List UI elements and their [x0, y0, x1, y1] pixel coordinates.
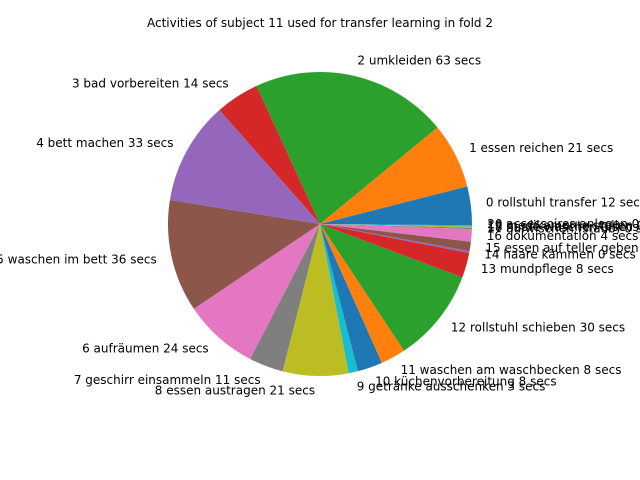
pie-label-16: 16 dokumentation 4 secs: [487, 229, 639, 243]
pie-label-19: 19 medikamente stellen 0 secs: [487, 219, 640, 233]
pie-label-20: 20 accessoires anlegen 0 secs: [487, 217, 640, 231]
pie-label-9: 9 getränke ausschenken 3 secs: [357, 380, 546, 394]
pie-slice-5: [168, 200, 320, 309]
pie-slice-14: [320, 224, 470, 253]
pie-label-15: 15 essen auf teller geben 3 secs: [485, 241, 640, 255]
pie-label-10: 10 küchenvorbereitung 8 secs: [375, 374, 557, 388]
chart-title: Activities of subject 11 used for transf…: [147, 16, 493, 30]
pie-slice-8: [282, 224, 349, 377]
pie-slices: [168, 72, 472, 377]
pie-slice-3: [219, 85, 320, 224]
pie-slice-19: [320, 224, 472, 227]
pie-label-13: 13 mundpflege 8 secs: [481, 262, 614, 276]
pie-slice-18: [320, 224, 472, 228]
pie-slice-13: [320, 224, 470, 278]
pie-label-4: 4 bett machen 33 secs: [36, 136, 173, 150]
pie-label-12: 12 rollstuhl schieben 30 secs: [451, 321, 625, 335]
pie-slice-1: [320, 127, 468, 224]
pie-label-0: 0 rollstuhl transfer 12 secs: [486, 196, 640, 210]
pie-label-6: 6 aufräumen 24 secs: [82, 341, 209, 355]
pie-slice-2: [256, 72, 438, 224]
pie-label-5: 5 waschen im bett 36 secs: [0, 253, 157, 267]
pie-slice-0: [320, 186, 472, 224]
pie-label-3: 3 bad vorbereiten 14 secs: [72, 76, 229, 90]
pie-slice-15: [320, 224, 471, 252]
pie-label-1: 1 essen reichen 21 secs: [469, 141, 613, 155]
pie-label-7: 7 geschirr einsammeln 11 secs: [74, 373, 261, 387]
pie-label-14: 14 haare kämmen 0 secs: [484, 247, 635, 261]
pie-label-11: 11 waschen am waschbecken 8 secs: [401, 363, 622, 377]
pie-slice-7: [250, 224, 320, 372]
pie-label-18: 18 haare waschen 0 secs: [487, 220, 639, 234]
pie-slice-20: [320, 224, 472, 226]
pie-label-8: 8 essen austragen 21 secs: [155, 384, 315, 398]
pie-slice-12: [320, 224, 463, 351]
pie-slice-17: [320, 224, 472, 230]
pie-slice-6: [193, 224, 320, 359]
pie-slice-10: [320, 224, 382, 372]
pie-slice-9: [320, 224, 358, 374]
pie-slice-11: [320, 224, 405, 363]
pie-labels: 0 rollstuhl transfer 12 secs 1 essen reic…: [0, 54, 640, 398]
pie-slice-4: [169, 110, 320, 224]
pie-label-17: 17 aufwischen (staub) 0 secs: [487, 221, 640, 235]
pie-label-2: 2 umkleiden 63 secs: [357, 54, 481, 68]
pie-slice-16: [320, 224, 472, 242]
